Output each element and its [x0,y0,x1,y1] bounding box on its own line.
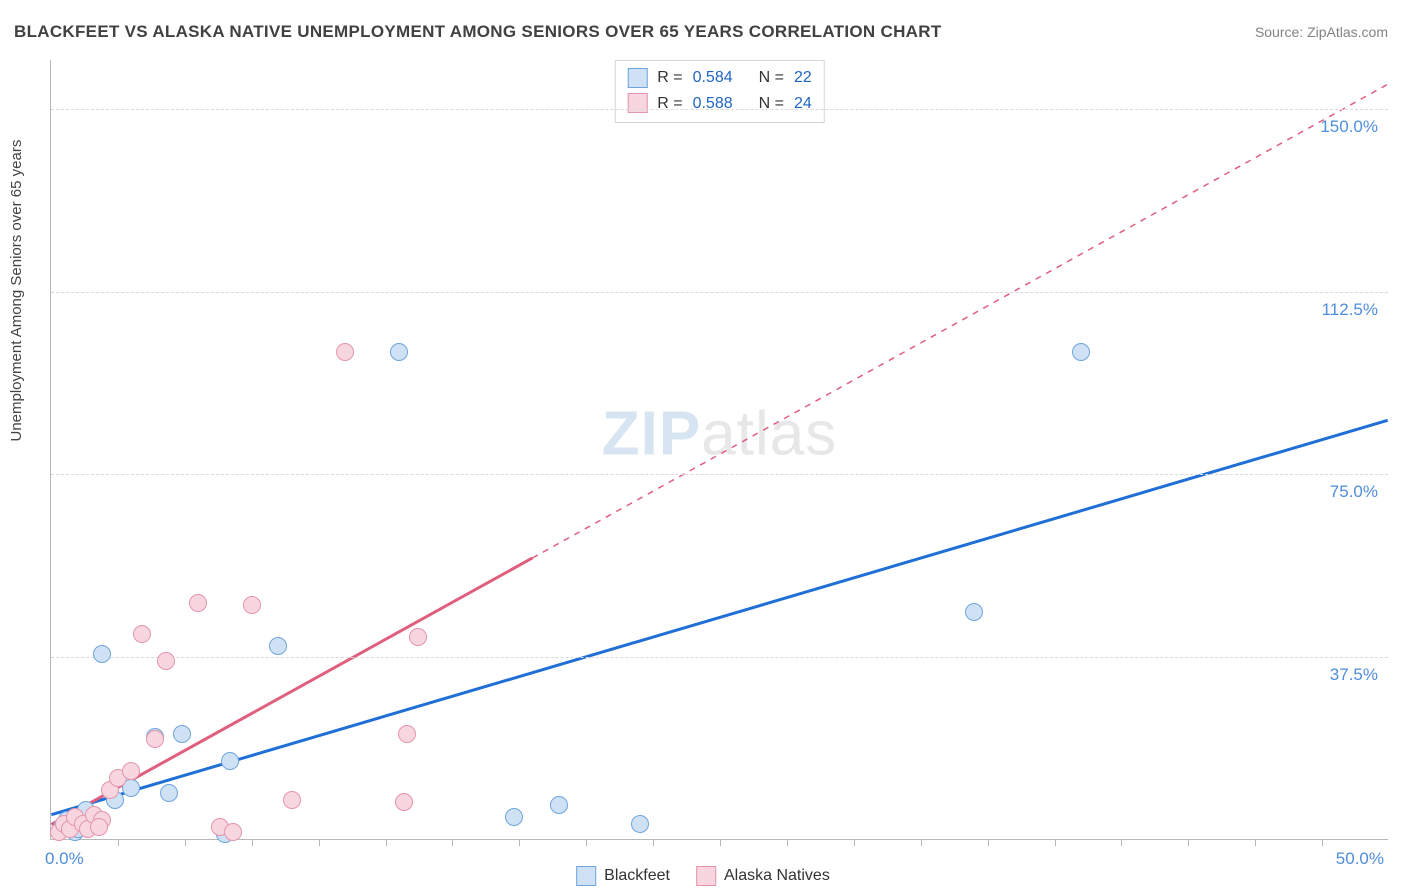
x-tick [787,839,788,846]
data-point [160,784,178,802]
data-point [395,793,413,811]
data-point [409,628,427,646]
x-tick [586,839,587,846]
legend-swatch [627,68,647,88]
data-point [146,730,164,748]
data-point [965,603,983,621]
x-tick [1055,839,1056,846]
x-tick [921,839,922,846]
x-tick [854,839,855,846]
legend-swatch [696,866,716,886]
x-axis-label-min: 0.0% [45,849,84,869]
gridline [51,474,1388,475]
gridline [51,292,1388,293]
x-tick [319,839,320,846]
source-attribution: Source: ZipAtlas.com [1255,24,1388,40]
regression-lines-layer [51,60,1388,839]
n-label: N = [759,91,784,117]
x-tick [452,839,453,846]
gridline [51,657,1388,658]
data-point [1072,343,1090,361]
data-point [336,343,354,361]
x-tick [1188,839,1189,846]
y-tick-label: 150.0% [1320,117,1378,137]
x-tick [185,839,186,846]
data-point [243,596,261,614]
legend-label: Alaska Natives [724,867,830,885]
data-point [550,796,568,814]
plot-area: ZIPatlas R =0.584N =22R =0.588N =24 0.0%… [50,60,1388,840]
x-tick [519,839,520,846]
data-point [90,818,108,836]
x-tick [988,839,989,846]
stats-row: R = 0.588 N = 24 [627,91,812,117]
x-axis-label-max: 50.0% [1336,849,1384,869]
chart-title: BLACKFEET VS ALASKA NATIVE UNEMPLOYMENT … [14,22,942,42]
data-point [189,594,207,612]
regression-line [51,420,1387,814]
chart-container: BLACKFEET VS ALASKA NATIVE UNEMPLOYMENT … [0,0,1406,892]
y-axis-label: Unemployment Among Seniors over 65 years [8,140,25,442]
data-point [93,645,111,663]
regression-line-dashed [532,84,1387,558]
data-point [221,752,239,770]
x-tick [386,839,387,846]
bottom-legend: Blackfeet Alaska Natives [576,866,830,886]
x-tick [1322,839,1323,846]
data-point [398,725,416,743]
data-point [173,725,191,743]
x-tick [118,839,119,846]
r-value: 0.584 [693,65,733,91]
x-tick [252,839,253,846]
legend-label: Blackfeet [604,867,670,885]
data-point [283,791,301,809]
data-point [390,343,408,361]
legend-swatch [627,93,647,113]
x-tick [720,839,721,846]
data-point [505,808,523,826]
stats-legend-box: R = 0.584 N = 22 R = 0.588 N = 24 [614,60,825,123]
data-point [631,815,649,833]
data-point [269,637,287,655]
legend-item: Alaska Natives [696,866,830,886]
r-label: R = [657,91,682,117]
legend-item: Blackfeet [576,866,670,886]
data-point [224,823,242,841]
x-tick [1121,839,1122,846]
stats-row: R = 0.584 N = 22 [627,65,812,91]
y-tick-label: 75.0% [1330,482,1378,502]
data-point [157,652,175,670]
data-point [133,625,151,643]
gridline [51,109,1388,110]
x-tick [1255,839,1256,846]
n-value: 22 [794,65,812,91]
x-tick [653,839,654,846]
r-label: R = [657,65,682,91]
legend-swatch [576,866,596,886]
n-value: 24 [794,91,812,117]
data-point [122,762,140,780]
y-tick-label: 37.5% [1330,665,1378,685]
n-label: N = [759,65,784,91]
y-tick-label: 112.5% [1322,300,1378,320]
r-value: 0.588 [693,91,733,117]
